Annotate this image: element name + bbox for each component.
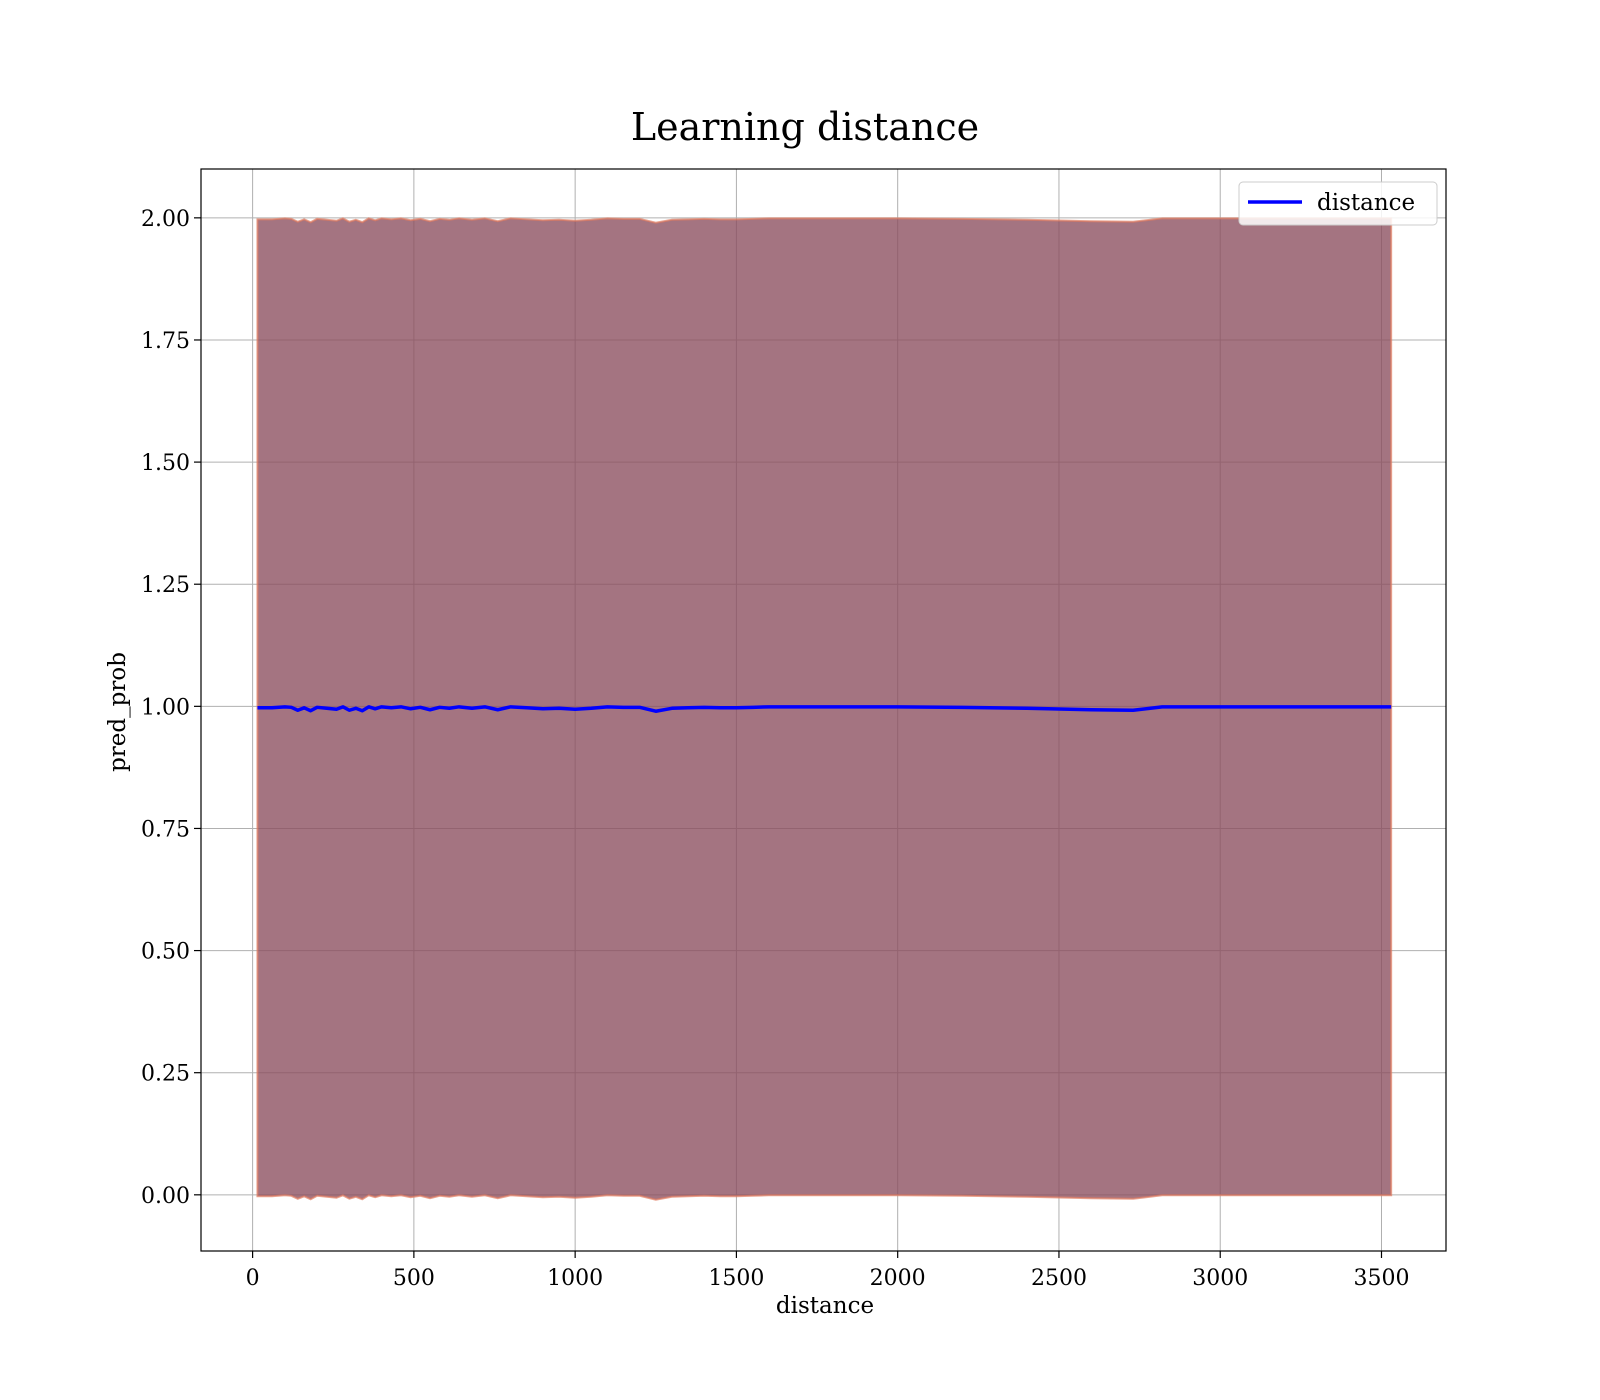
x-tick-label: 500 bbox=[393, 1266, 435, 1291]
x-tick-label: 2000 bbox=[870, 1266, 926, 1291]
legend-box bbox=[1238, 181, 1438, 226]
y-tick-label: 0.75 bbox=[141, 817, 190, 842]
chart-title: Learning distance bbox=[631, 105, 979, 149]
y-tick-label: 1.50 bbox=[141, 451, 190, 476]
x-tick-label: 3000 bbox=[1192, 1266, 1248, 1291]
y-tick-label: 0.50 bbox=[141, 940, 190, 965]
x-axis-label: distance bbox=[776, 1293, 874, 1319]
x-tick-label: 2500 bbox=[1031, 1266, 1087, 1291]
x-tick-label: 0 bbox=[246, 1266, 260, 1291]
x-tick-label: 3500 bbox=[1353, 1266, 1409, 1291]
line-layer bbox=[257, 705, 1392, 713]
band-layer bbox=[256, 217, 1393, 1201]
legend-label: distance bbox=[1317, 190, 1415, 216]
y-axis-ticks: 0.00 0.25 0.50 0.75 1.00 1.25 1.50 1.75 2.00 bbox=[141, 207, 201, 1209]
confidence-band bbox=[256, 217, 1393, 1201]
y-tick-label: 1.00 bbox=[141, 695, 190, 720]
y-axis-label: pred_prob bbox=[105, 652, 131, 772]
x-axis-ticks: 0 500 1000 1500 2000 2500 3000 3500 bbox=[246, 1251, 1409, 1291]
y-tick-label: 0.25 bbox=[141, 1062, 190, 1087]
series-line-distance bbox=[257, 705, 1392, 713]
y-tick-label: 2.00 bbox=[141, 207, 190, 232]
plot-frame bbox=[200, 168, 1447, 1252]
y-tick-label: 1.25 bbox=[141, 573, 190, 598]
y-tick-label: 0.00 bbox=[141, 1184, 190, 1209]
y-tick-label: 1.75 bbox=[141, 329, 190, 354]
x-tick-label: 1000 bbox=[547, 1266, 603, 1291]
x-tick-label: 1500 bbox=[708, 1266, 764, 1291]
legend: distance bbox=[1238, 181, 1438, 226]
